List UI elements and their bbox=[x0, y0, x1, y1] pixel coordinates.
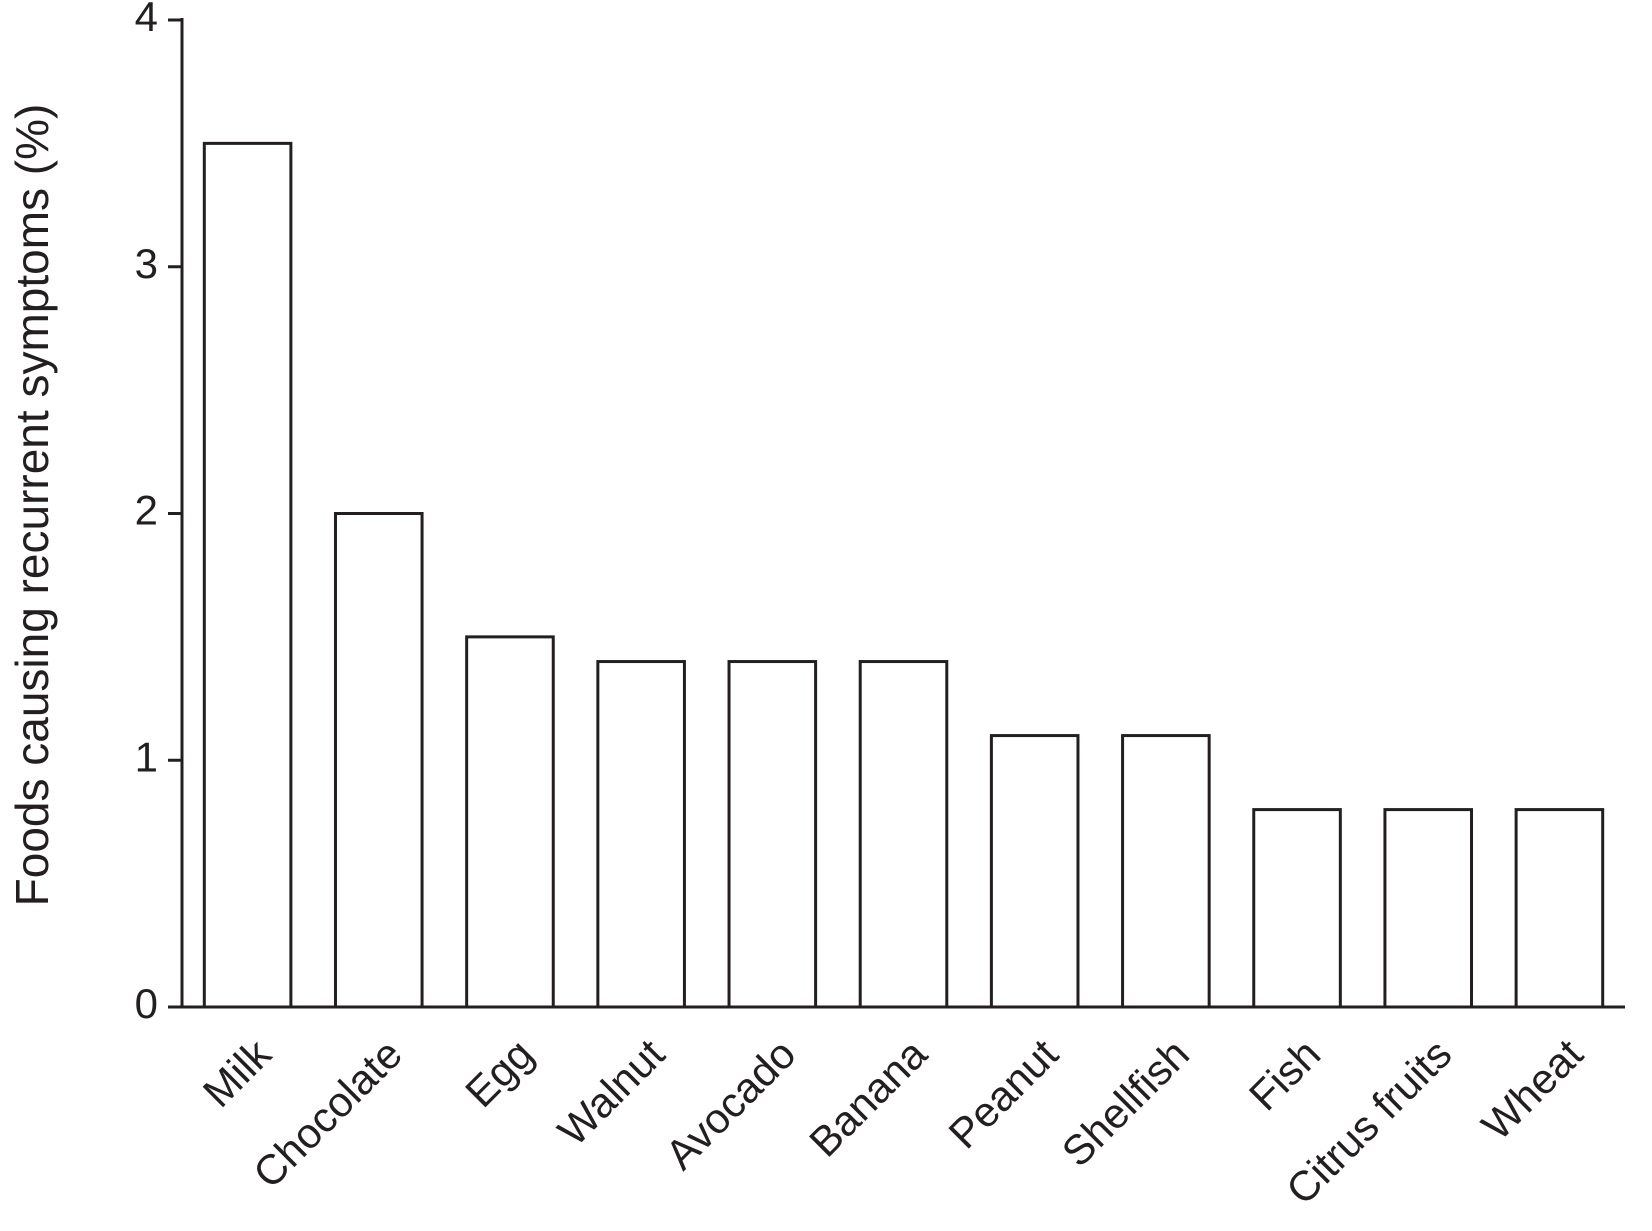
x-tick-label: Shellfish bbox=[1053, 1030, 1198, 1175]
bar bbox=[1514, 808, 1605, 1009]
y-tick-label: 3 bbox=[135, 240, 158, 287]
y-tick-label: 2 bbox=[135, 487, 158, 534]
x-tick-label: Avocado bbox=[656, 1030, 804, 1178]
bar bbox=[858, 660, 949, 1009]
x-tick-label: Milk bbox=[194, 1029, 281, 1116]
bar bbox=[465, 635, 555, 1009]
bar bbox=[989, 734, 1080, 1009]
x-tick-label: Fish bbox=[1240, 1030, 1329, 1119]
y-tick-label: 0 bbox=[135, 980, 158, 1027]
y-axis-label: Foods causing recurrent symptoms (%) bbox=[6, 104, 58, 907]
bar bbox=[727, 660, 818, 1009]
bar bbox=[1383, 808, 1474, 1009]
bar bbox=[1121, 734, 1211, 1009]
x-tick-label: Peanut bbox=[940, 1030, 1068, 1158]
x-tick-label: Walnut bbox=[549, 1030, 674, 1155]
bar bbox=[333, 512, 424, 1009]
y-tick-label: 1 bbox=[135, 733, 158, 780]
bar bbox=[202, 141, 293, 1009]
x-tick-label: Banana bbox=[800, 1030, 936, 1166]
x-tick-label: Wheat bbox=[1473, 1030, 1592, 1149]
bar bbox=[1252, 808, 1342, 1009]
x-tick-label: Egg bbox=[456, 1030, 542, 1116]
bar bbox=[596, 660, 686, 1009]
y-tick-label: 4 bbox=[135, 0, 158, 40]
